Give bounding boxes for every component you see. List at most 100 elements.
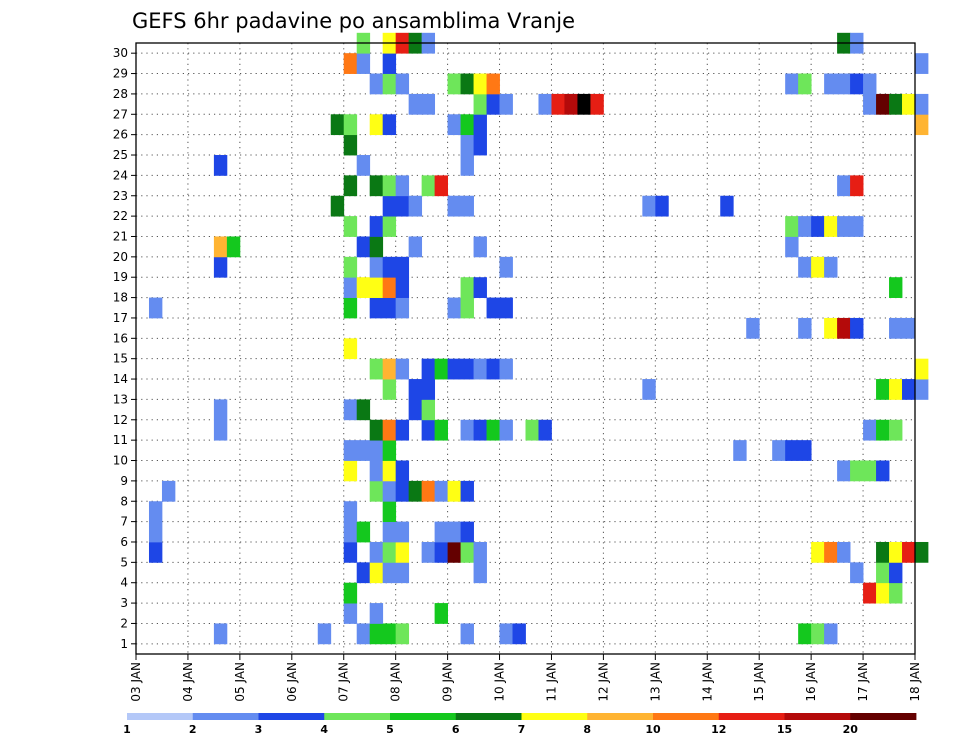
precip-cell: [902, 379, 916, 400]
precip-cell: [395, 419, 410, 441]
precip-cell: [421, 358, 436, 380]
precip-cell: [824, 73, 838, 95]
x-tick-label: 07 JAN: [337, 662, 351, 702]
precip-cell: [460, 73, 474, 95]
precip-cell: [421, 93, 436, 115]
precip-cell: [824, 317, 838, 339]
precip-cell: [473, 419, 487, 441]
colorbar-swatch: [455, 713, 522, 720]
precip-cell: [395, 521, 410, 543]
precip-cell: [473, 134, 487, 156]
precip-cell: [876, 562, 890, 584]
precip-cell: [382, 114, 397, 136]
precip-cell: [915, 541, 929, 563]
precip-cell: [382, 297, 397, 319]
precip-cell: [902, 93, 916, 115]
precip-cell: [876, 379, 890, 400]
precip-cell: [473, 73, 487, 95]
precip-cell: [889, 317, 903, 339]
precip-cell: [343, 399, 358, 421]
precip-cell: [811, 216, 825, 237]
precip-cell: [382, 256, 397, 278]
precip-cell: [148, 541, 163, 563]
precip-cell: [330, 114, 345, 136]
x-tick-label: 09 JAN: [441, 662, 455, 702]
precip-cell: [460, 134, 474, 156]
precip-cell: [486, 73, 500, 95]
colorbar-label: 6: [452, 723, 460, 736]
x-tick-label: 08 JAN: [389, 662, 403, 702]
precip-cell: [447, 521, 461, 543]
precip-cell: [486, 93, 500, 115]
precip-cell: [473, 277, 487, 298]
precip-cell: [382, 277, 397, 298]
precip-cell: [421, 175, 436, 197]
precip-cell: [915, 358, 929, 380]
precip-cell: [369, 562, 384, 584]
precip-cell: [538, 93, 552, 115]
colorbar-swatch: [718, 713, 785, 720]
precip-cell: [499, 623, 513, 645]
colorbar-swatch: [850, 713, 917, 720]
y-tick-label: 21: [113, 229, 128, 243]
precip-cell: [408, 195, 423, 217]
precip-cell: [902, 541, 916, 563]
colorbar-label: 15: [777, 723, 792, 736]
precip-cell: [356, 521, 371, 543]
precip-cell: [317, 623, 332, 645]
y-tick-label: 10: [113, 454, 128, 468]
precip-cell: [343, 277, 358, 298]
precip-cell: [889, 379, 903, 400]
precip-cell: [460, 358, 474, 380]
y-tick-label: 6: [120, 535, 128, 549]
precip-cell: [499, 419, 513, 441]
precip-cell: [356, 562, 371, 584]
precip-cell: [889, 277, 903, 298]
precip-cell: [785, 73, 799, 95]
precip-cell: [343, 216, 358, 237]
precip-cell: [369, 256, 384, 278]
precip-cell: [863, 419, 877, 441]
precip-cell: [382, 53, 397, 74]
precip-cell: [460, 480, 474, 502]
y-tick-label: 13: [113, 392, 128, 406]
precip-cell: [915, 93, 929, 115]
precip-cell: [369, 175, 384, 197]
precip-cell: [473, 358, 487, 380]
y-tick-label: 8: [120, 494, 128, 508]
precip-cell: [395, 73, 410, 95]
precip-cell: [382, 440, 397, 461]
precip-cell: [343, 603, 358, 624]
precip-cell: [902, 317, 916, 339]
precip-cell: [213, 399, 228, 421]
precip-cell: [395, 541, 410, 563]
precip-cell: [876, 419, 890, 441]
precip-cell: [447, 73, 461, 95]
precip-cell: [746, 317, 760, 339]
precip-cell: [382, 541, 397, 563]
precip-cell: [837, 460, 851, 482]
precip-cell: [564, 93, 578, 115]
x-tick-label: 12 JAN: [596, 662, 610, 702]
y-tick-label: 9: [120, 474, 128, 488]
y-tick-label: 25: [113, 148, 128, 162]
precip-cell: [473, 541, 487, 563]
precip-cell: [798, 623, 812, 645]
precip-cell: [343, 440, 358, 461]
precip-cell: [811, 623, 825, 645]
precip-cell: [382, 480, 397, 502]
precip-cell: [343, 582, 358, 604]
precip-cell: [213, 155, 228, 176]
precip-cell: [382, 623, 397, 645]
precip-cell: [148, 297, 163, 319]
precip-cell: [369, 114, 384, 136]
colorbar-label: 12: [711, 723, 726, 736]
y-tick-label: 26: [113, 128, 128, 142]
precip-cell: [434, 480, 448, 502]
chart-title: GEFS 6hr padavine po ansamblima Vranje: [132, 9, 575, 33]
precip-cell: [356, 399, 371, 421]
precip-cell: [460, 114, 474, 136]
precip-cell: [343, 134, 358, 156]
precip-cell: [460, 297, 474, 319]
